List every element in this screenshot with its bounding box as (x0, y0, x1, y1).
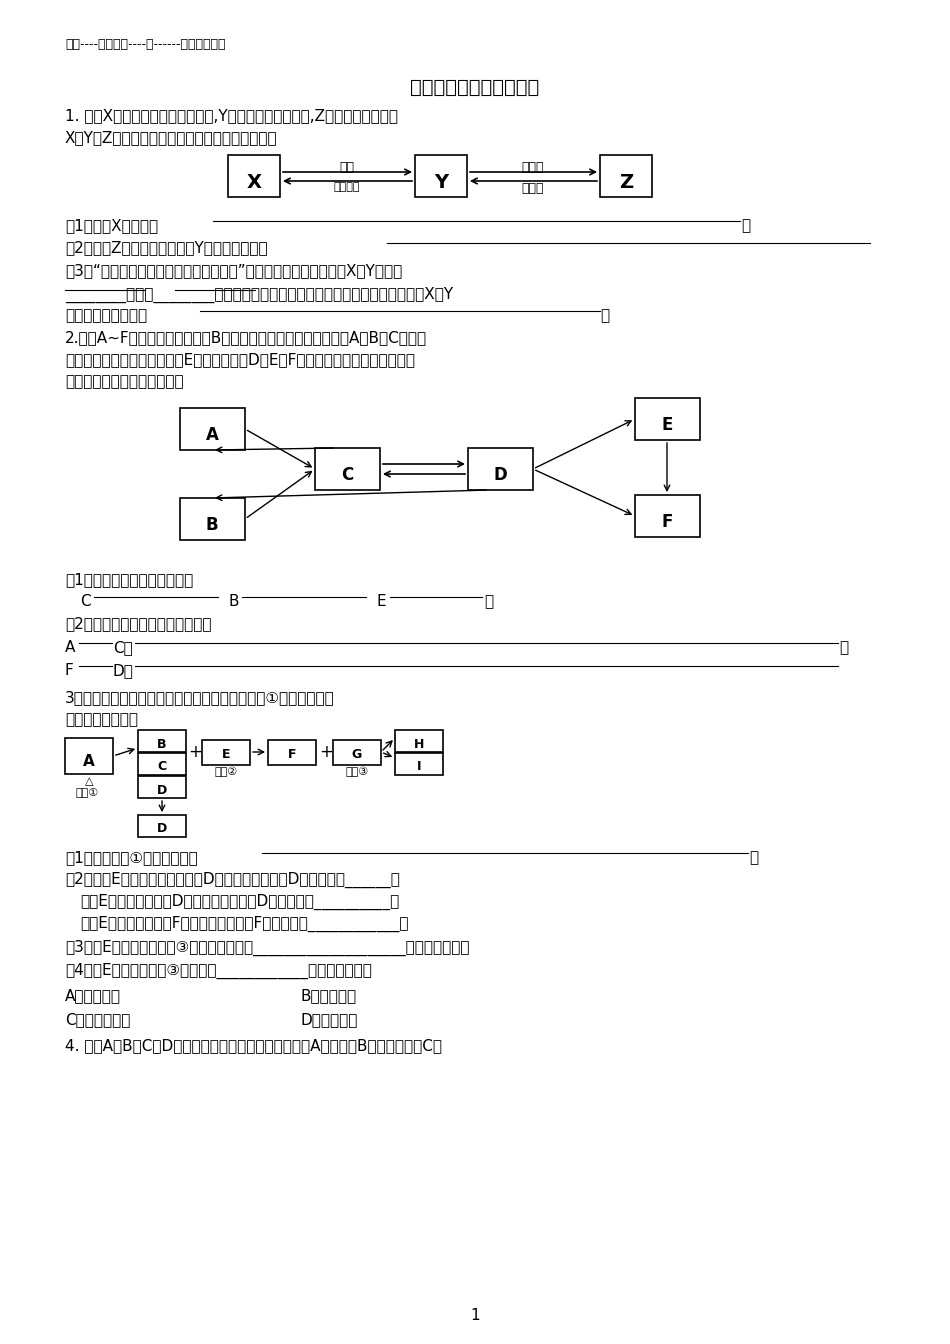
Text: 。: 。 (484, 594, 493, 609)
Text: △: △ (85, 775, 93, 786)
Text: F: F (661, 513, 673, 531)
Text: A: A (65, 640, 75, 655)
Text: 。: 。 (749, 849, 758, 866)
Text: 邢台----桥西二中----刘------初三复习训练: 邢台----桥西二中----刘------初三复习训练 (65, 38, 225, 51)
Text: （1）写出反应①的化学方程式: （1）写出反应①的化学方程式 (65, 849, 198, 866)
Text: 反应①: 反应① (75, 788, 99, 797)
Bar (138, 753, 186, 775)
Text: 稀盐酸: 稀盐酸 (522, 181, 544, 195)
Text: G: G (352, 749, 362, 762)
Text: 3．下图中物质是你在初中化学中见过的物质。除①外，其他反应: 3．下图中物质是你在初中化学中见过的物质。除①外，其他反应 (65, 689, 334, 706)
Text: ；: ； (839, 640, 848, 655)
Text: 灼热碳层: 灼热碳层 (333, 181, 360, 192)
Text: C: C (158, 761, 166, 774)
Bar (333, 741, 381, 765)
Text: 4. 已知A、B、C、D四种物质都含有同一种元素，其中A是单质，B是黑色固体，C是: 4. 已知A、B、C、D四种物质都含有同一种元素，其中A是单质，B是黑色固体，C… (65, 1038, 442, 1052)
Text: （4）当E为酸时，反应③可能属于____________（填字母序号）: （4）当E为酸时，反应③可能属于____________（填字母序号） (65, 964, 371, 980)
Text: （3）“物质的组成与结构决定物质的性质”是重要的化学思想。气体X、Y都含有: （3）“物质的组成与结构决定物质的性质”是重要的化学思想。气体X、Y都含有 (65, 263, 402, 278)
Text: C: C (80, 594, 90, 609)
Text: 反应③: 反应③ (346, 767, 369, 777)
Text: ________元素和________元素，但它们的物理性质、化学性质都不同。请举出X、Y: ________元素和________元素，但它们的物理性质、化学性质都不同。请… (65, 288, 453, 304)
Text: I: I (417, 761, 421, 774)
Text: 。: 。 (600, 308, 609, 323)
Bar (180, 409, 245, 450)
Text: E: E (221, 749, 230, 762)
Text: B: B (158, 738, 167, 750)
Text: A．化合反应: A．化合反应 (65, 988, 121, 1003)
Text: X: X (246, 172, 261, 191)
Text: D: D (157, 784, 167, 797)
Text: H: H (414, 738, 425, 750)
Text: D: D (493, 466, 507, 484)
Text: C：: C： (113, 640, 133, 655)
Text: +: + (188, 743, 202, 761)
Text: B．分解反应: B．分解反应 (300, 988, 356, 1003)
Text: （2）写出下列变化的化学方程式：: （2）写出下列变化的化学方程式： (65, 616, 212, 630)
Bar (202, 741, 250, 765)
Bar (180, 499, 245, 540)
Text: F: F (65, 663, 74, 677)
Bar (415, 155, 467, 198)
Text: A: A (84, 754, 95, 770)
Text: （2）如果E为单质或者氧化物，D都是同种物质，则D的化学式为______；: （2）如果E为单质或者氧化物，D都是同种物质，则D的化学式为______； (65, 872, 400, 888)
Text: 石灰水: 石灰水 (522, 161, 544, 173)
Text: E: E (376, 594, 386, 609)
Text: ；: ； (741, 218, 750, 233)
Bar (315, 448, 380, 491)
Bar (468, 448, 533, 491)
Bar (635, 495, 700, 538)
Text: D: D (157, 823, 167, 836)
Text: 1. 已知X是有毒且不溶于水的气体,Y是不支持燃烧的气体,Z是不溶于水的固体: 1. 已知X是有毒且不溶于水的气体,Y是不支持燃烧的气体,Z是不溶于水的固体 (65, 108, 398, 124)
Text: （1）写出X的化学式: （1）写出X的化学式 (65, 218, 158, 233)
Text: D：: D： (113, 663, 134, 677)
Text: （2）写出Z和稀盐酸反应生成Y的化学方程式：: （2）写出Z和稀盐酸反应生成Y的化学方程式： (65, 241, 268, 255)
Text: C: C (341, 466, 353, 484)
Bar (228, 155, 280, 198)
Text: C．复分解反应: C．复分解反应 (65, 1012, 130, 1027)
Bar (138, 814, 186, 837)
Text: Y: Y (434, 172, 448, 191)
Text: X、Y、Z之间有如下转化关系。请回答下列问题。: X、Y、Z之间有如下转化关系。请回答下列问题。 (65, 130, 277, 145)
Text: +: + (319, 743, 332, 761)
Text: 如果E为单质或者酸，D都是同种物质，则D的化学式为__________；: 如果E为单质或者酸，D都是同种物质，则D的化学式为__________； (80, 894, 399, 910)
Text: Z: Z (619, 172, 633, 191)
Bar (65, 738, 113, 774)
Text: 最新中考化学物质推断题: 最新中考化学物质推断题 (410, 78, 540, 97)
Text: F: F (288, 749, 296, 762)
Text: （3）当E为单质时，反应③的化学方程式为____________________。（任写一个）: （3）当E为单质时，反应③的化学方程式为____________________… (65, 939, 469, 956)
Bar (600, 155, 652, 198)
Text: 色固体都含有同种金属元素，E是固体单质，D、E、F都含有同种非金属元素，它们: 色固体都含有同种金属元素，E是固体单质，D、E、F都含有同种非金属元素，它们 (65, 352, 415, 367)
Bar (635, 398, 700, 439)
Text: D．置换反应: D．置换反应 (300, 1012, 357, 1027)
Text: B: B (206, 516, 219, 534)
Text: 性质不同的一个例子: 性质不同的一个例子 (65, 308, 147, 323)
Text: 点燃: 点燃 (339, 161, 354, 173)
Text: （1）写出下列物质的化学式：: （1）写出下列物质的化学式： (65, 573, 193, 587)
Bar (395, 753, 443, 775)
Bar (138, 730, 186, 753)
Text: 如果E为单质或者酸，F都是同种物质，则F的化学式为____________。: 如果E为单质或者酸，F都是同种物质，则F的化学式为____________。 (80, 917, 408, 933)
Text: 的转化关系如下图。请回答：: 的转化关系如下图。请回答： (65, 374, 183, 388)
Text: E: E (661, 417, 673, 434)
Bar (268, 741, 316, 765)
Text: A: A (205, 426, 218, 444)
Text: 反应②: 反应② (215, 767, 238, 777)
Text: 2.现有A~F六种常见物质，其中B是食品包装中的常用的干燥剂，A、B、C三种白: 2.现有A~F六种常见物质，其中B是食品包装中的常用的干燥剂，A、B、C三种白 (65, 331, 428, 345)
Text: B: B (228, 594, 238, 609)
Text: 1: 1 (470, 1308, 480, 1322)
Bar (395, 730, 443, 753)
Bar (138, 775, 186, 798)
Text: 的条件均已略去。: 的条件均已略去。 (65, 712, 138, 727)
